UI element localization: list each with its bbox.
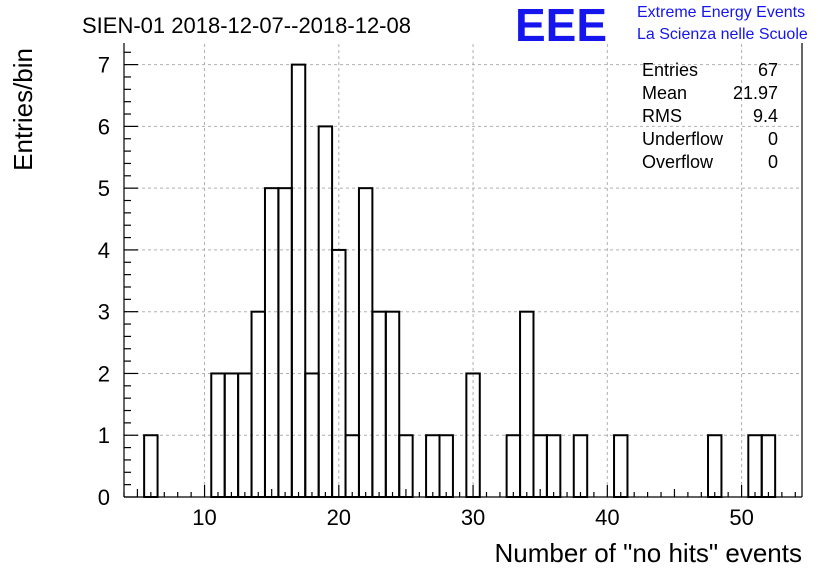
y-tick-label: 2 bbox=[98, 361, 110, 386]
stats-value: 9.4 bbox=[753, 106, 778, 126]
chart-title: SIEN-01 2018-12-07--2018-12-08 bbox=[82, 13, 411, 38]
x-tick-label: 10 bbox=[192, 505, 216, 530]
eee-logo: EEE Extreme Energy Events La Scienza nel… bbox=[515, 0, 808, 51]
y-tick-label: 5 bbox=[98, 176, 110, 201]
grid-layer bbox=[124, 43, 802, 497]
y-tick-label: 7 bbox=[98, 53, 110, 78]
logo-tagline-line2: La Scienza nelle Scuole bbox=[637, 26, 808, 43]
stats-value: 0 bbox=[768, 152, 778, 172]
x-tick-label: 30 bbox=[461, 505, 485, 530]
y-tick-label: 0 bbox=[98, 485, 110, 510]
x-tick-label: 50 bbox=[729, 505, 753, 530]
tick-labels: 10 20 30 40 50 0 1 2 3 4 5 6 7 bbox=[98, 53, 754, 530]
y-axis-title: Entries/bin bbox=[8, 48, 38, 171]
x-tick-label: 40 bbox=[595, 505, 619, 530]
stats-value: 67 bbox=[758, 60, 778, 80]
logo-mark: EEE bbox=[515, 0, 607, 51]
y-tick-label: 1 bbox=[98, 423, 110, 448]
stats-value: 0 bbox=[768, 129, 778, 149]
logo-tagline-line1: Extreme Energy Events bbox=[637, 4, 805, 21]
y-tick-label: 3 bbox=[98, 300, 110, 325]
axes bbox=[123, 43, 803, 498]
x-tick-label: 20 bbox=[327, 505, 351, 530]
stats-box: Entries 67 Mean 21.97 RMS 9.4 Underflow 0 Overfl… bbox=[642, 60, 778, 172]
stats-label: Overflow bbox=[642, 152, 714, 172]
stats-label: Underflow bbox=[642, 129, 724, 149]
stats-label: Mean bbox=[642, 83, 687, 103]
stats-label: Entries bbox=[642, 60, 698, 80]
y-tick-label: 4 bbox=[98, 238, 110, 263]
stats-value: 21.97 bbox=[733, 83, 778, 103]
y-tick-label: 6 bbox=[98, 114, 110, 139]
x-axis-title: Number of "no hits" events bbox=[495, 538, 803, 568]
stats-label: RMS bbox=[642, 106, 682, 126]
